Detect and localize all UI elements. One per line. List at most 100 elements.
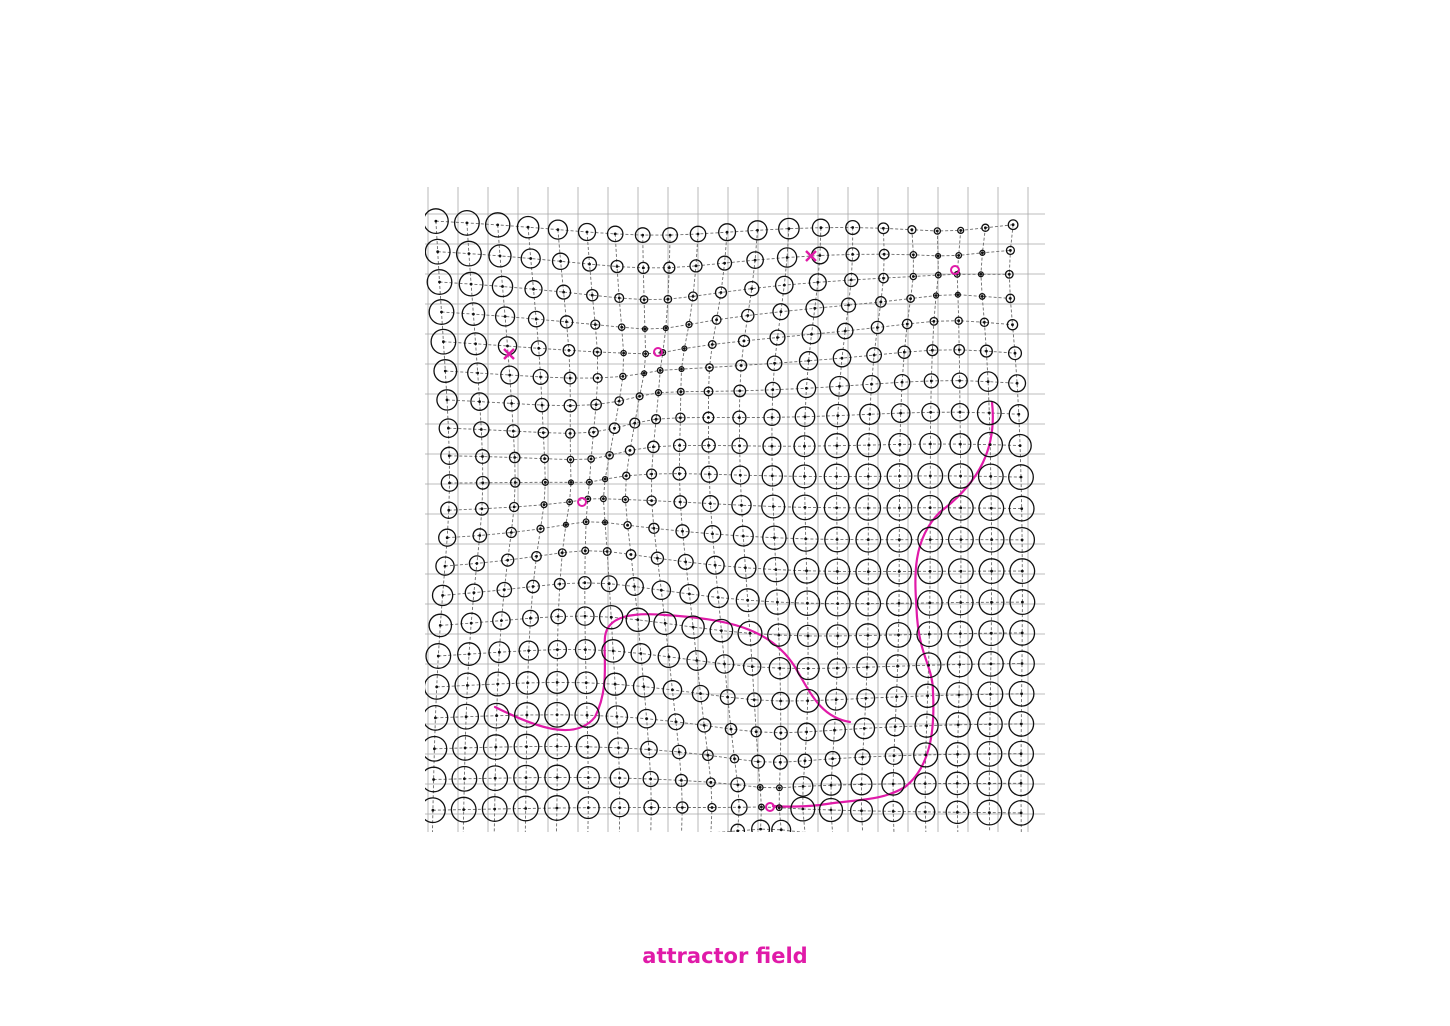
field-node-center bbox=[514, 481, 517, 484]
field-node-center bbox=[1008, 273, 1011, 276]
field-node-center bbox=[472, 313, 475, 316]
field-node-center bbox=[803, 475, 806, 478]
field-node-center bbox=[882, 227, 885, 230]
field-node-center bbox=[935, 294, 938, 297]
field-node-center bbox=[956, 782, 959, 785]
field-node-center bbox=[465, 715, 468, 718]
field-node-center bbox=[525, 745, 528, 748]
field-node-center bbox=[532, 585, 535, 588]
field-node-center bbox=[494, 777, 497, 780]
field-node-center bbox=[608, 582, 611, 585]
field-node-center bbox=[893, 754, 896, 757]
field-node-center bbox=[569, 432, 572, 435]
field-node-center bbox=[738, 416, 741, 419]
field-node-center bbox=[448, 454, 451, 457]
field-node-center bbox=[933, 320, 936, 323]
field-node-center bbox=[590, 458, 593, 461]
field-node-center bbox=[959, 443, 962, 446]
field-node-center bbox=[867, 570, 870, 573]
field-line-row bbox=[436, 221, 1013, 235]
field-node-center bbox=[638, 395, 641, 398]
field-node-center bbox=[447, 509, 450, 512]
field-node-center bbox=[644, 352, 647, 355]
field-node-center bbox=[692, 626, 695, 629]
field-node-center bbox=[833, 729, 836, 732]
field-node-center bbox=[480, 428, 483, 431]
field-node-center bbox=[776, 601, 779, 604]
field-node-center bbox=[617, 746, 620, 749]
field-node-center bbox=[671, 689, 674, 692]
field-node-center bbox=[960, 538, 963, 541]
field-node-center bbox=[780, 828, 783, 831]
field-node-center bbox=[556, 745, 559, 748]
field-node-center bbox=[610, 616, 613, 619]
field-node-center bbox=[624, 498, 627, 501]
field-node-center bbox=[909, 297, 912, 300]
field-node-center bbox=[1012, 223, 1015, 226]
field-node-center bbox=[779, 667, 782, 670]
field-node-center bbox=[778, 786, 781, 789]
field-node-center bbox=[714, 564, 717, 567]
field-node-center bbox=[468, 252, 471, 255]
field-node-center bbox=[678, 444, 681, 447]
field-line-col bbox=[862, 228, 885, 832]
field-node-center bbox=[740, 504, 743, 507]
field-node-center bbox=[569, 377, 572, 380]
field-node-center bbox=[867, 602, 870, 605]
field-nodes bbox=[425, 209, 1035, 832]
field-node-center bbox=[772, 505, 775, 508]
field-node-center bbox=[810, 333, 813, 336]
field-node-center bbox=[868, 413, 871, 416]
field-line-row bbox=[445, 551, 1022, 572]
field-node-center bbox=[442, 340, 445, 343]
field-node-center bbox=[870, 383, 873, 386]
field-node-center bbox=[726, 696, 729, 699]
field-node-center bbox=[984, 226, 987, 229]
field-node-center bbox=[806, 699, 809, 702]
field-node-center bbox=[622, 375, 625, 378]
field-node-center bbox=[678, 472, 681, 475]
field-node-center bbox=[898, 602, 901, 605]
field-node-center bbox=[807, 359, 810, 362]
field-node-center bbox=[680, 368, 683, 371]
field-line-row bbox=[434, 778, 1021, 788]
field-node-center bbox=[592, 431, 595, 434]
field-node-center bbox=[778, 806, 781, 809]
field-node-center bbox=[746, 599, 749, 602]
field-node-center bbox=[626, 524, 629, 527]
field-node-center bbox=[544, 481, 547, 484]
field-node-center bbox=[958, 694, 961, 697]
field-node-center bbox=[959, 507, 962, 510]
field-node-center bbox=[744, 566, 747, 569]
field-node-center bbox=[990, 663, 993, 666]
field-node-center bbox=[707, 754, 710, 757]
field-node-center bbox=[501, 285, 504, 288]
field-node-center bbox=[851, 226, 854, 229]
field-node-center bbox=[1016, 382, 1019, 385]
field-line-row bbox=[443, 583, 1023, 604]
field-node-center bbox=[707, 444, 710, 447]
field-node-center bbox=[895, 696, 898, 699]
field-node-center bbox=[899, 412, 902, 415]
field-node-center bbox=[688, 593, 691, 596]
field-node-center bbox=[569, 404, 572, 407]
field-node-center bbox=[836, 602, 839, 605]
field-node-center bbox=[707, 416, 710, 419]
field-node-center bbox=[756, 229, 759, 232]
field-node-center bbox=[498, 651, 501, 654]
field-node-center bbox=[866, 666, 869, 669]
field-node-center bbox=[867, 634, 870, 637]
field-node-center bbox=[447, 427, 450, 430]
field-node-center bbox=[707, 390, 710, 393]
field-node-center bbox=[504, 315, 507, 318]
field-node-center bbox=[568, 349, 571, 352]
field-canvas bbox=[425, 187, 1045, 832]
field-node-center bbox=[439, 624, 442, 627]
field-node-center bbox=[481, 507, 484, 510]
field-node-center bbox=[478, 400, 481, 403]
field-node-center bbox=[604, 478, 607, 481]
field-node-center bbox=[527, 649, 530, 652]
field-node-center bbox=[494, 746, 497, 749]
field-node-center bbox=[584, 615, 587, 618]
field-node-center bbox=[466, 684, 469, 687]
